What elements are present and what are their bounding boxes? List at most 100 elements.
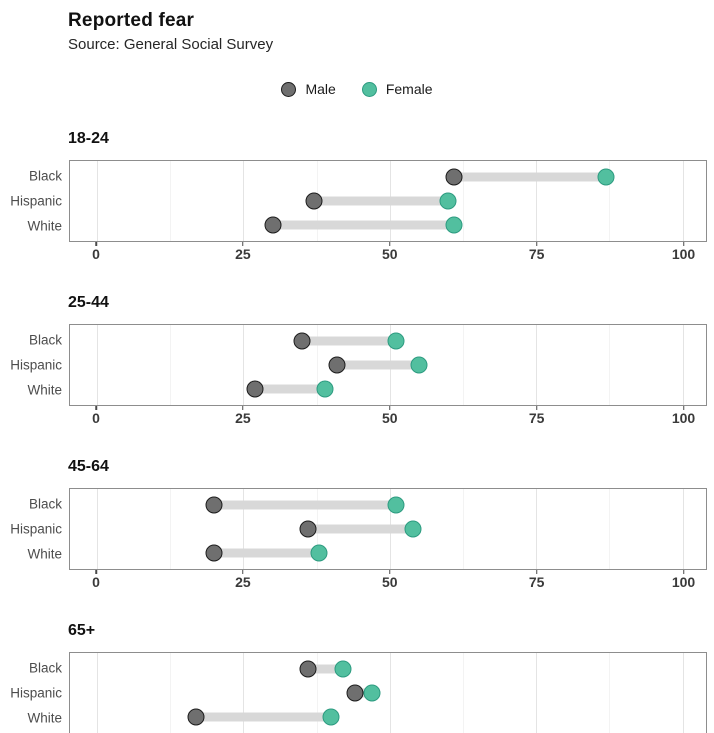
x-tick-mark [95,570,97,574]
gridline-minor [609,325,611,405]
dumbbell-connector [307,664,343,674]
x-tick-label: 50 [381,574,398,590]
female-dot [363,684,381,702]
male-dot [328,356,346,374]
chart-header: Reported fear Source: General Social Sur… [0,0,714,56]
legend-item-female: Female [361,81,433,97]
x-tick-mark [95,406,97,410]
gridline-minor [316,653,318,733]
gridline-major [536,489,538,569]
ticks-spacer [0,570,69,594]
chart-subtitle: Source: General Social Survey [68,36,274,53]
female-dot [322,708,340,726]
dumbbell-connector [337,360,420,370]
male-dot [187,708,205,726]
gridline-major [682,489,684,569]
facet-ticks-row: 0 25 50 75 100 [0,570,707,594]
y-axis-labels: Black Hispanic White [0,488,69,570]
female-dot [387,496,405,514]
gridline-major [96,653,98,733]
facet: 45-64 Black Hispanic White 0 25 50 75 100 [0,457,714,594]
gridline-minor [462,653,464,733]
female-dot [310,544,328,562]
facet-ticks-row: 0 25 50 75 100 [0,406,707,430]
x-tick-label: 75 [528,246,545,262]
x-tick-label: 25 [235,246,251,262]
y-axis-label: Black [28,660,62,676]
gridline-minor [170,325,172,405]
facet-plot-row: Black Hispanic White [0,160,707,242]
x-tick-mark [682,570,685,574]
y-axis-labels: Black Hispanic White [0,160,69,242]
x-tick-mark [535,570,538,574]
y-axis-label: White [27,710,62,726]
female-dot [316,380,334,398]
x-tick-label: 75 [528,410,545,426]
gridline-major [536,325,538,405]
y-axis-labels: Black Hispanic White [0,324,69,406]
x-tick-mark [242,406,244,410]
dumbbell-connector [454,172,607,182]
x-tick-label: 0 [92,246,100,262]
y-axis-label: Hispanic [10,357,62,373]
dumbbell-connector [272,220,455,230]
x-axis-ticks: 0 25 50 75 100 [69,406,707,430]
x-axis-ticks: 0 25 50 75 100 [69,570,707,594]
gridline-minor [462,161,464,241]
gridline-major [96,325,98,405]
facet-title: 65+ [68,622,96,639]
gridline-minor [609,489,611,569]
y-axis-label: White [27,546,62,562]
female-dot [439,192,457,210]
gridline-major [536,161,538,241]
y-axis-label: Black [28,168,62,184]
plot-panel [69,160,707,242]
male-dot [346,684,364,702]
gridline-minor [170,653,172,733]
ticks-spacer [0,242,69,266]
male-dot [293,332,311,350]
male-dot [264,216,282,234]
x-tick-mark [535,242,538,246]
y-axis-labels: Black Hispanic White [0,652,69,733]
dumbbell-connector [214,548,320,558]
male-dot [205,496,223,514]
y-axis-label: Hispanic [10,685,62,701]
female-dot [387,332,405,350]
x-tick-mark [682,406,685,410]
male-dot [246,380,264,398]
gridline-major [243,161,245,241]
facet-title: 45-64 [68,458,109,475]
gridline-major [536,653,538,733]
facet-plot-row: Black Hispanic White [0,652,707,733]
gridline-major [682,161,684,241]
x-tick-mark [242,570,244,574]
gridline-minor [316,325,318,405]
female-dot [597,168,615,186]
facet-plot-row: Black Hispanic White [0,488,707,570]
gridline-minor [609,653,611,733]
gridline-minor [462,489,464,569]
male-legend-dot-icon [281,81,297,97]
y-axis-label: White [27,218,62,234]
dumbbell-connector [301,336,396,346]
gridline-major [682,653,684,733]
legend-item-male: Male [281,81,336,97]
facet: 25-44 Black Hispanic White 0 25 50 75 100 [0,293,714,430]
x-tick-mark [242,242,244,246]
gridline-major [243,325,245,405]
y-axis-label: White [27,382,62,398]
gridline-minor [170,489,172,569]
x-tick-label: 50 [381,246,398,262]
dumbbell-connector [354,688,373,698]
legend-label: Male [305,81,336,97]
dumbbell-connector [214,500,396,510]
x-axis-ticks: 0 25 50 75 100 [69,242,707,266]
female-legend-dot-icon [361,81,377,97]
x-tick-label: 75 [528,574,545,590]
x-tick-label: 100 [671,246,696,262]
x-tick-label: 0 [92,410,100,426]
x-tick-mark [95,242,97,246]
